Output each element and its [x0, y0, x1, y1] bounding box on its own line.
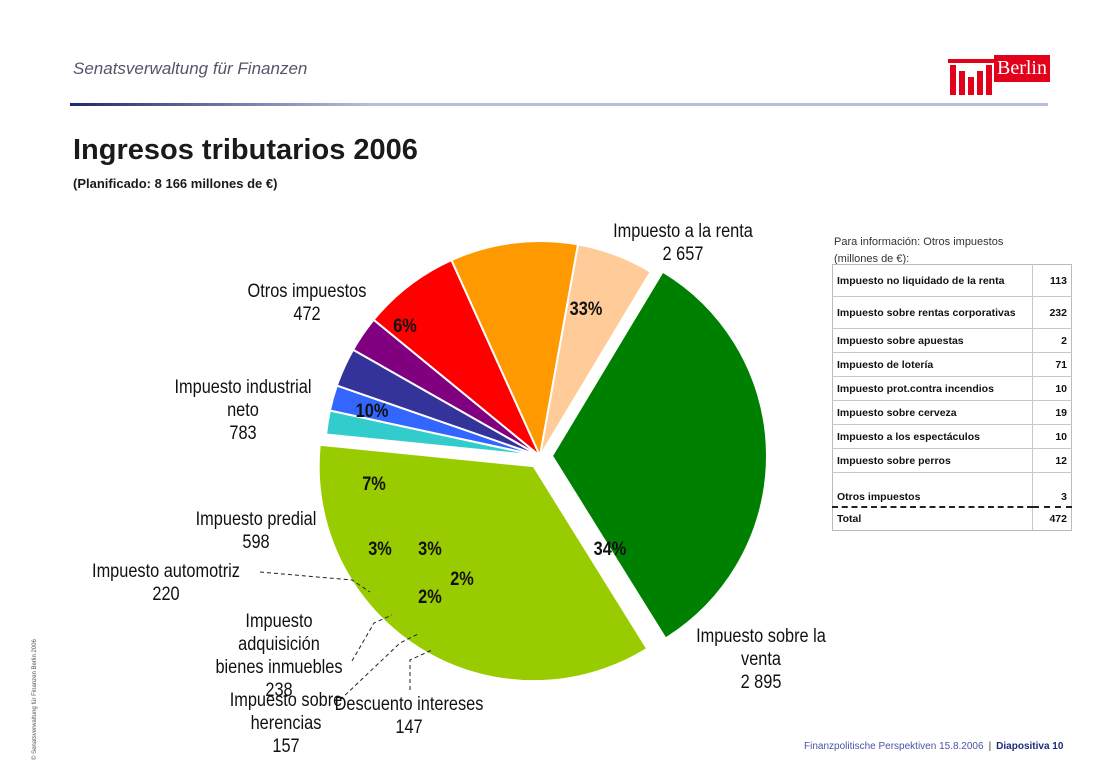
info-table-row: Impuesto de lotería 71 — [832, 352, 1072, 377]
info-row-name: Impuesto a los espectáculos — [832, 424, 1033, 449]
info-table-row: Impuesto a los espectáculos 10 — [832, 424, 1072, 449]
slice-category-label: Otros impuestos — [248, 280, 367, 301]
slice-percent-label: 3% — [368, 538, 392, 559]
slice-percent-label: 2% — [418, 586, 442, 607]
slice-category-label: neto — [227, 399, 259, 420]
footer-slide-number: Diapositiva 10 — [996, 741, 1064, 752]
info-row-value: 2 — [1032, 328, 1072, 353]
slice-percent-label: 7% — [362, 473, 386, 494]
slice-category-label: Impuesto — [245, 610, 312, 631]
info-table-row: Impuesto sobre perros 12 — [832, 448, 1072, 473]
info-row-name: Impuesto de lotería — [832, 352, 1033, 377]
slice-category-label: 157 — [272, 735, 299, 756]
slice-category-label: Impuesto predial — [196, 508, 317, 529]
slice-percent-label: 3% — [418, 538, 442, 559]
pie-slice — [317, 443, 649, 683]
info-table-row: Impuesto sobre apuestas 2 — [832, 328, 1072, 353]
info-row-value: 113 — [1032, 264, 1072, 297]
slice-category-label: bienes inmuebles — [215, 656, 342, 677]
slice-category-label: adquisición — [238, 633, 320, 654]
info-row-name: Impuesto sobre rentas corporativas — [832, 296, 1033, 329]
slice-category-label: 2 657 — [663, 243, 704, 264]
page-title: Ingresos tributarios 2006 — [73, 134, 418, 166]
info-note: Para información: Otros impuestos (millo… — [834, 236, 1004, 265]
slice-category-label: Impuesto sobre la — [696, 625, 826, 646]
pie-slice — [550, 270, 768, 640]
slice-category-label: 598 — [242, 531, 269, 552]
pie-slice — [450, 240, 580, 460]
slice-category-label: venta — [741, 648, 781, 669]
slice-percent-label: 2% — [450, 568, 474, 589]
slice-percent-label: 34% — [594, 538, 627, 559]
logo-wordmark: Berlin — [994, 55, 1050, 82]
info-table-row: Otros impuestos 3 — [832, 472, 1072, 508]
info-table-total-row: Total 472 — [832, 506, 1072, 531]
slice-category-label: herencias — [251, 712, 322, 733]
header-rule — [70, 103, 1048, 106]
info-total-value: 472 — [1032, 506, 1072, 531]
footer-source: Finanzpolitische Perspektiven 15.8.2006 — [804, 741, 984, 752]
slice-category-label: Impuesto automotriz — [92, 560, 240, 581]
info-row-value: 3 — [1032, 472, 1072, 508]
info-table-row: Impuesto sobre cerveza 19 — [832, 400, 1072, 425]
slice-category-label: Impuesto industrial — [174, 376, 311, 397]
bear-emblem-icon — [948, 59, 994, 95]
leader-line — [409, 649, 433, 690]
leader-line — [259, 571, 371, 593]
agency-name: Senatsverwaltung für Finanzen — [73, 59, 308, 78]
info-table-row: Impuesto sobre rentas corporativas 232 — [832, 296, 1072, 329]
info-table: Impuesto no liquidado de la renta 113 Impu… — [832, 264, 1072, 531]
info-total-label: Total — [832, 506, 1033, 531]
slice-category-label: Impuesto a la renta — [613, 220, 753, 241]
info-row-name: Impuesto sobre apuestas — [832, 328, 1033, 353]
info-row-value: 12 — [1032, 448, 1072, 473]
slice-percent-label: 6% — [393, 315, 417, 336]
berlin-logo: Berlin — [948, 55, 1050, 97]
slice-category-label: 238 — [265, 679, 292, 700]
info-row-name: Impuesto sobre perros — [832, 448, 1033, 473]
pie-slice — [372, 258, 541, 457]
info-row-name: Impuesto sobre cerveza — [832, 400, 1033, 425]
slice-category-label: 147 — [395, 716, 422, 737]
slice-percent-label: 10% — [356, 400, 389, 421]
footer-separator: | — [988, 741, 992, 752]
slice-category-label: Impuesto sobre — [230, 689, 343, 710]
info-row-value: 19 — [1032, 400, 1072, 425]
pie-slice — [539, 243, 653, 457]
leader-line — [339, 633, 419, 701]
info-table-row: Impuesto no liquidado de la renta 113 — [832, 264, 1072, 297]
info-row-value: 232 — [1032, 296, 1072, 329]
info-row-value: 71 — [1032, 352, 1072, 377]
page-subtitle: (Planificado: 8 166 millones de €) — [73, 176, 278, 191]
info-row-name: Impuesto no liquidado de la renta — [832, 264, 1033, 297]
info-row-name: Otros impuestos — [832, 472, 1033, 508]
leader-line — [351, 614, 393, 662]
slice-percent-label: 33% — [570, 298, 603, 319]
info-row-name: Impuesto prot.contra incendios — [832, 376, 1033, 401]
slice-category-label: 472 — [293, 303, 320, 324]
slice-category-label: 783 — [229, 422, 256, 443]
slice-category-label: 2 895 — [741, 671, 782, 692]
footer: Finanzpolitische Perspektiven 15.8.2006 |… — [804, 741, 1063, 752]
slice-category-label: 220 — [152, 583, 179, 604]
info-table-row: Impuesto prot.contra incendios 10 — [832, 376, 1072, 401]
slice-category-label: Descuento intereses — [335, 693, 484, 714]
info-row-value: 10 — [1032, 424, 1072, 449]
info-row-value: 10 — [1032, 376, 1072, 401]
